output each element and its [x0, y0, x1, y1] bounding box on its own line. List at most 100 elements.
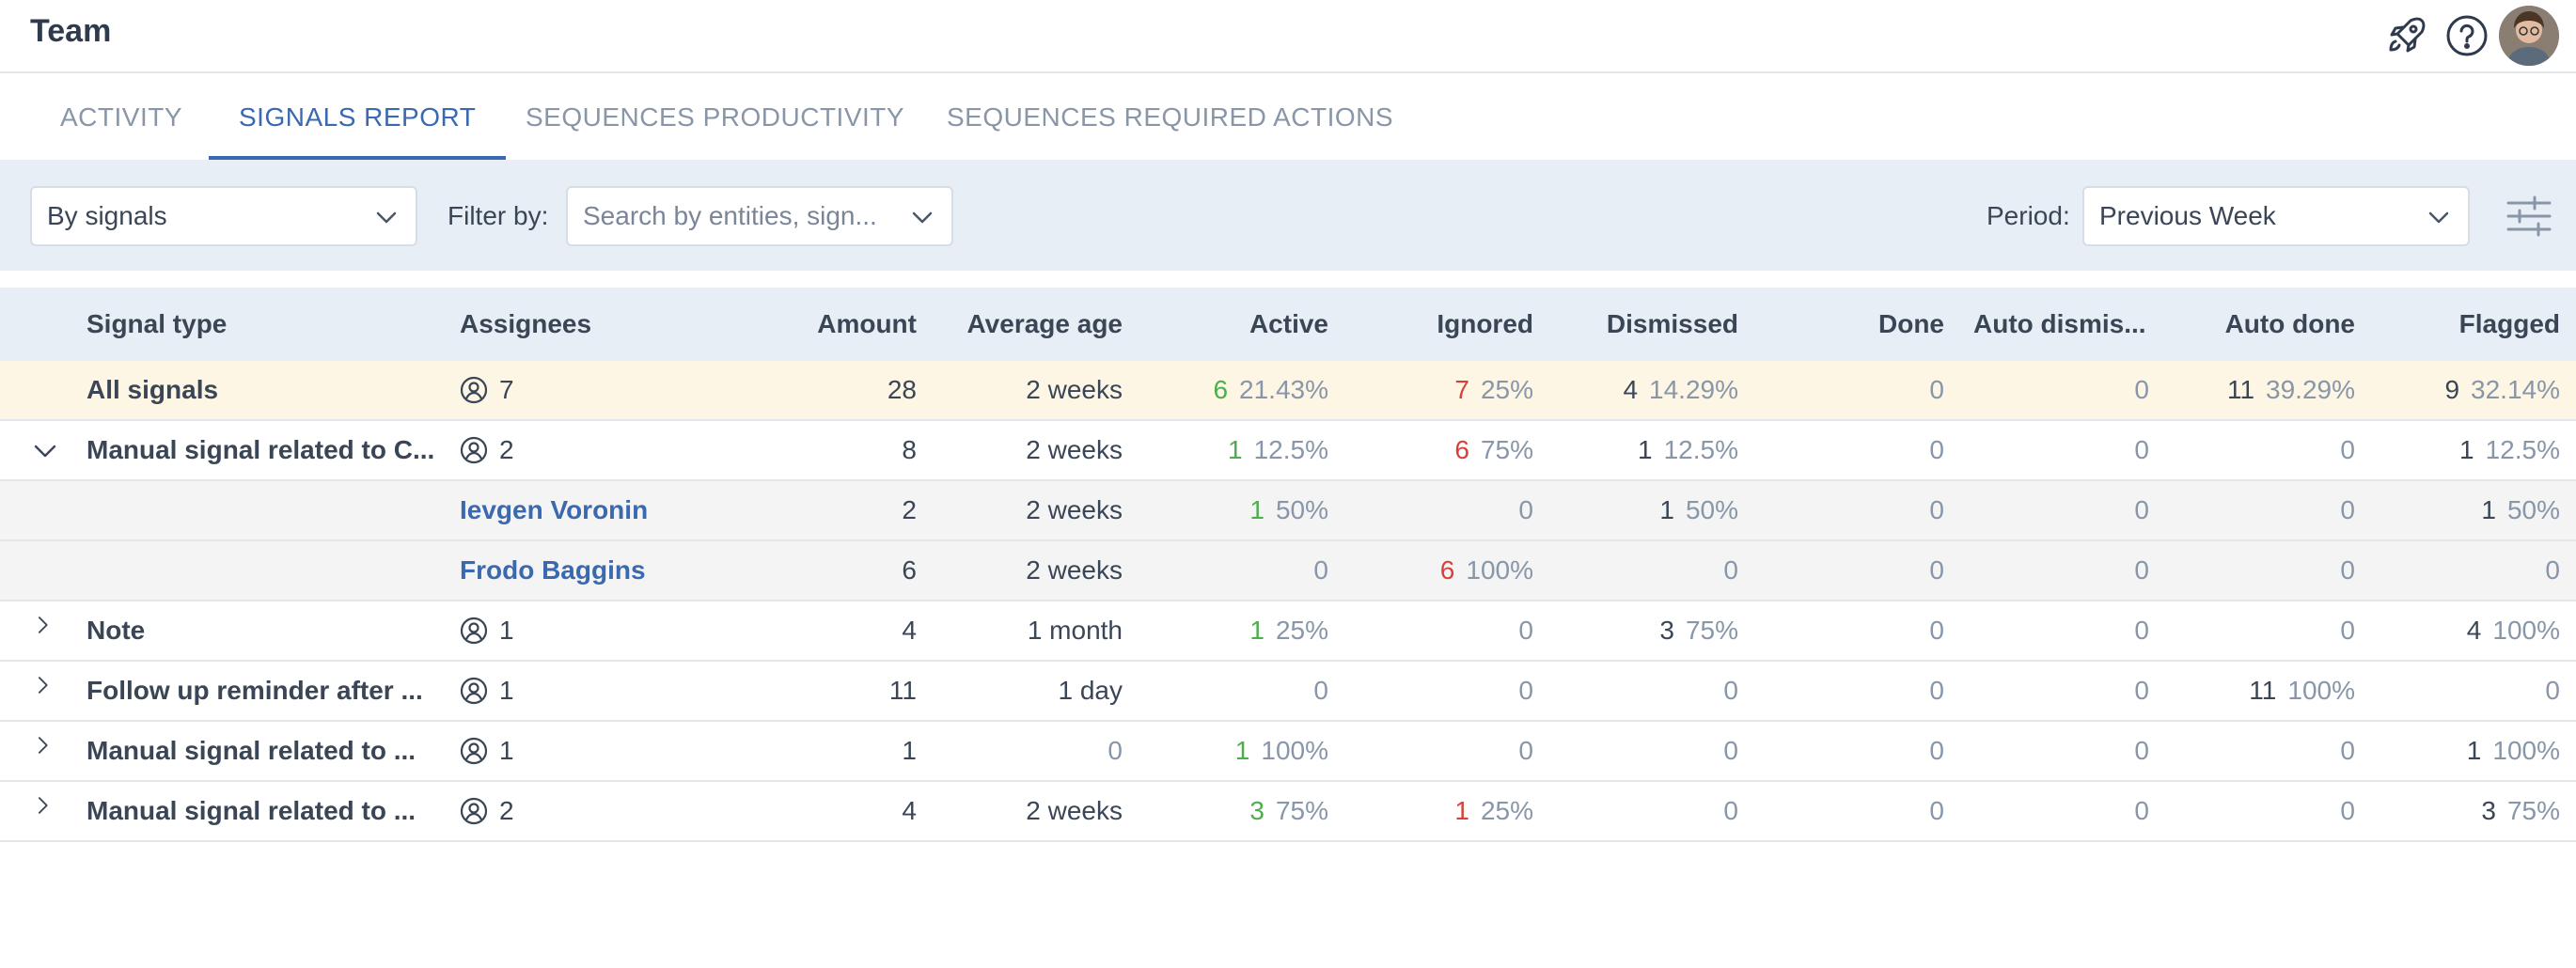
tab-signals-report[interactable]: SIGNALS REPORT — [209, 75, 507, 160]
table-row[interactable]: Manual signal related to ... 1 1 0 1 100% 0 0 0 0… — [0, 722, 2576, 782]
assignee-icon — [460, 797, 488, 825]
rocket-icon[interactable] — [2384, 13, 2429, 58]
done-count: 0 — [1929, 495, 1944, 524]
chevron-down-icon[interactable] — [32, 438, 58, 464]
dismissed-count: 1 — [1659, 495, 1674, 524]
done-count: 0 — [1929, 555, 1944, 585]
autodone-cell: 11 39.29% — [2227, 361, 2355, 419]
chevron-down-icon — [912, 211, 933, 224]
column-amount[interactable]: Amount — [817, 309, 917, 338]
assignee-icon — [460, 436, 488, 464]
autodone-cell: 11 100% — [2249, 662, 2355, 720]
flagged-count: 9 — [2444, 375, 2460, 404]
chevron-right-icon[interactable] — [32, 675, 53, 695]
autodone-cell: 0 — [2340, 541, 2355, 600]
autodis-cell: 0 — [2134, 361, 2149, 419]
table-row[interactable]: Manual signal related to C... 2 8 2 weeks 1 1… — [0, 421, 2576, 481]
flagged-cell: 0 — [2545, 662, 2560, 720]
active-cell: 1 100% — [1235, 722, 1328, 780]
chevron-right-icon[interactable] — [32, 735, 53, 756]
ignored-percent: 75% — [1480, 435, 1533, 464]
active-cell: 1 12.5% — [1228, 421, 1328, 479]
column-flagged[interactable]: Flagged — [2458, 309, 2560, 338]
ignored-cell: 0 — [1518, 601, 1533, 660]
autodis-cell: 0 — [2134, 722, 2149, 780]
assignee-icon — [460, 677, 488, 705]
period-value: Previous Week — [2099, 201, 2276, 230]
ignored-cell: 1 25% — [1454, 782, 1533, 840]
table-row[interactable]: Follow up reminder after ... 1 11 1 day 0 0 0 0… — [0, 662, 2576, 722]
assignees-cell: 7 — [460, 361, 514, 419]
flagged-count: 0 — [2545, 676, 2560, 705]
chevron-right-icon[interactable] — [32, 795, 53, 816]
assignee-row[interactable]: Ievgen Voronin 2 2 weeks 1 50% 0 1 50% 0 0 0 1 50% — [0, 481, 2576, 541]
dismissed-percent: 14.29% — [1649, 375, 1738, 404]
active-count: 1 — [1234, 736, 1250, 765]
dismissed-percent: 12.5% — [1663, 435, 1738, 464]
avatar[interactable] — [2499, 6, 2559, 66]
done-count: 0 — [1929, 435, 1944, 464]
column-done[interactable]: Done — [1878, 309, 1944, 338]
autodone-count: 0 — [2340, 616, 2355, 645]
column-dismissed[interactable]: Dismissed — [1606, 309, 1738, 338]
done-count: 0 — [1929, 676, 1944, 705]
dismissed-count: 0 — [1723, 736, 1738, 765]
autodis-cell: 0 — [2134, 541, 2149, 600]
filters-toolbar: By signals Filter by: Search by entities… — [0, 160, 2576, 271]
column-settings-icon[interactable] — [2506, 195, 2552, 237]
assignees-cell: 1 — [460, 722, 514, 780]
column-assignees[interactable]: Assignees — [460, 309, 592, 338]
assignee-row[interactable]: Frodo Baggins 6 2 weeks 0 6 100% 0 0 0 0 0 — [0, 541, 2576, 601]
dismissed-count: 4 — [1623, 375, 1639, 404]
active-percent: 50% — [1275, 495, 1328, 524]
dismissed-cell: 0 — [1723, 662, 1738, 720]
ignored-cell: 6 100% — [1440, 541, 1533, 600]
dismissed-cell: 0 — [1723, 722, 1738, 780]
done-cell: 0 — [1929, 662, 1944, 720]
group-by-select[interactable]: By signals — [30, 186, 417, 246]
autodone-count: 0 — [2340, 796, 2355, 825]
dismissed-count: 3 — [1659, 616, 1674, 645]
signal-type-cell: Manual signal related to C... — [86, 435, 435, 464]
autodone-cell: 0 — [2340, 421, 2355, 479]
tab-sequences-productivity[interactable]: SEQUENCES PRODUCTIVITY — [526, 102, 905, 132]
assignee-name-link[interactable]: Ievgen Voronin — [460, 495, 649, 524]
active-count: 0 — [1313, 555, 1328, 585]
dismissed-count: 0 — [1723, 796, 1738, 825]
chevron-right-icon[interactable] — [32, 615, 53, 635]
signal-type-cell: Follow up reminder after ... — [86, 676, 423, 705]
group-by-value: By signals — [47, 201, 167, 230]
filter-search-placeholder: Search by entities, sign... — [583, 201, 877, 230]
autodis-count: 0 — [2134, 736, 2149, 765]
period-select[interactable]: Previous Week — [2082, 186, 2470, 246]
flagged-percent: 100% — [2492, 736, 2560, 765]
ignored-count: 6 — [1439, 555, 1455, 585]
active-cell: 0 — [1313, 662, 1328, 720]
column-signal-type[interactable]: Signal type — [86, 309, 228, 338]
table-row[interactable]: All signals 7 28 2 weeks 6 21.43% 7 25% 4 14.29% 0… — [0, 361, 2576, 421]
flagged-cell: 1 50% — [2481, 481, 2560, 539]
active-cell: 6 21.43% — [1213, 361, 1328, 419]
done-cell: 0 — [1929, 361, 1944, 419]
column-auto-dismissed[interactable]: Auto dismis... — [1973, 309, 2146, 338]
active-count: 1 — [1228, 435, 1243, 464]
column-ignored[interactable]: Ignored — [1437, 309, 1533, 338]
filter-search-select[interactable]: Search by entities, sign... — [566, 186, 953, 246]
table-row[interactable]: Note 1 4 1 month 1 25% 0 3 75% 0 0 0 4 100% — [0, 601, 2576, 662]
tab-activity[interactable]: ACTIVITY — [60, 102, 183, 132]
column-auto-done[interactable]: Auto done — [2224, 309, 2355, 338]
signal-type-cell: Manual signal related to ... — [86, 736, 416, 765]
flagged-cell: 3 75% — [2481, 782, 2560, 840]
table-row[interactable]: Manual signal related to ... 2 4 2 weeks 3 75… — [0, 782, 2576, 842]
help-icon[interactable] — [2444, 13, 2490, 58]
assignee-name-link[interactable]: Frodo Baggins — [460, 555, 646, 585]
dismissed-count: 0 — [1723, 676, 1738, 705]
flagged-percent: 32.14% — [2471, 375, 2560, 404]
autodis-cell: 0 — [2134, 421, 2149, 479]
flagged-cell: 9 32.14% — [2444, 361, 2560, 419]
column-average-age[interactable]: Average age — [966, 309, 1123, 338]
autodis-count: 0 — [2134, 555, 2149, 585]
done-count: 0 — [1929, 375, 1944, 404]
column-active[interactable]: Active — [1249, 309, 1328, 338]
tab-sequences-required-actions[interactable]: SEQUENCES REQUIRED ACTIONS — [947, 102, 1394, 132]
